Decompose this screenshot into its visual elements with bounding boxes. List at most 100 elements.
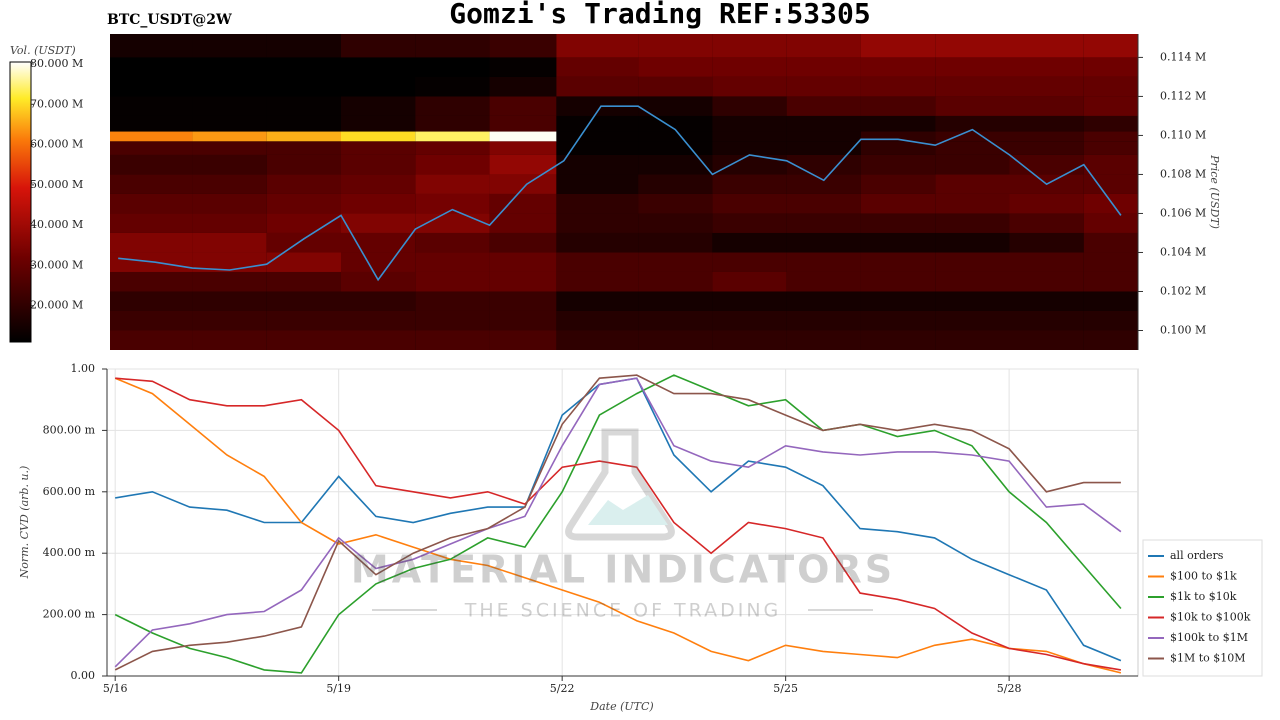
y-tick-label: 600.00 m <box>43 485 96 498</box>
y-tick-label: 0.110 M <box>1160 128 1206 141</box>
heatmap-cell <box>341 131 416 142</box>
heatmap-cell <box>192 76 267 97</box>
y-tick-label: 0.104 M <box>1160 245 1206 258</box>
heatmap-cell <box>266 310 342 331</box>
y-tick-label: 0.102 M <box>1160 284 1206 297</box>
heatmap-cell <box>786 57 861 77</box>
x-tick-label: 5/22 <box>550 682 575 695</box>
heatmap-cell <box>415 252 490 272</box>
heatmap-cell <box>638 141 713 155</box>
heatmap-cell <box>266 232 342 253</box>
heatmap-cell <box>192 154 267 175</box>
heatmap-cell <box>786 131 861 142</box>
heatmap-cell <box>110 154 193 175</box>
heatmap-cell <box>786 291 861 311</box>
legend-label: $10k to $100k <box>1170 611 1251 624</box>
heatmap-cell <box>556 154 639 175</box>
heatmap-cell <box>415 330 490 350</box>
heatmap-cell <box>638 330 713 350</box>
heatmap-cell <box>1083 310 1138 331</box>
heatmap-cell <box>935 115 1010 132</box>
heatmap-cell <box>266 131 342 142</box>
heatmap-cell <box>266 141 342 155</box>
heatmap-cell <box>415 131 490 142</box>
heatmap-cell <box>110 330 193 350</box>
heatmap-cell <box>935 154 1010 175</box>
heatmap-cell <box>556 96 639 116</box>
heatmap-cell <box>712 57 787 77</box>
heatmap-cell <box>489 115 557 132</box>
heatmap-cell <box>489 232 557 253</box>
page-title: Gomzi's Trading REF:53305 <box>449 0 870 30</box>
heatmap-cell <box>638 34 713 58</box>
heatmap-cell <box>1083 291 1138 311</box>
heatmap-cell <box>266 115 342 132</box>
heatmap-cell <box>341 76 416 97</box>
heatmap-cell <box>712 271 787 292</box>
heatmap-cell <box>415 154 490 175</box>
heatmap-cell <box>638 271 713 292</box>
heatmap-cell <box>489 34 557 58</box>
heatmap-cell <box>266 76 342 97</box>
heatmap-cell <box>638 252 713 272</box>
heatmap-cell <box>556 330 639 350</box>
series-line <box>114 374 1122 674</box>
heatmap-cell <box>860 34 936 58</box>
heatmap-cell <box>192 213 267 233</box>
heatmap-cell <box>786 330 861 350</box>
heatmap-cell <box>860 174 936 194</box>
heatmap-cell <box>266 57 342 77</box>
heatmap-cell <box>638 131 713 142</box>
heatmap-cell <box>786 96 861 116</box>
heatmap-cell <box>489 131 557 142</box>
heatmap-cell <box>786 252 861 272</box>
heatmap-cell <box>935 193 1010 214</box>
heatmap-cell <box>1009 141 1084 155</box>
heatmap-cell <box>935 310 1010 331</box>
heatmap-cell <box>786 174 861 194</box>
colorbar-tick-label: 70.000 M <box>30 97 83 110</box>
heatmap-cell <box>712 252 787 272</box>
heatmap-cell <box>489 252 557 272</box>
heatmap-cell <box>266 34 342 58</box>
heatmap-cell <box>712 174 787 194</box>
heatmap-cell <box>638 96 713 116</box>
heatmap-cell <box>860 57 936 77</box>
heatmap-cell <box>786 141 861 155</box>
heatmap-cell <box>341 330 416 350</box>
heatmap-cell <box>556 115 639 132</box>
heatmap-cell <box>415 115 490 132</box>
y-tick-label: 0.100 M <box>1160 323 1206 336</box>
heatmap-cell <box>1083 115 1138 132</box>
heatmap-cell <box>415 193 490 214</box>
heatmap-cell <box>786 115 861 132</box>
heatmap-cell <box>192 115 267 132</box>
heatmap-cell <box>860 291 936 311</box>
heatmap-cell <box>415 291 490 311</box>
heatmap-cell <box>110 271 193 292</box>
y-tick-label: 0.00 <box>71 669 96 682</box>
heatmap-cell <box>266 213 342 233</box>
heatmap-cell <box>341 213 416 233</box>
heatmap-cell <box>1083 193 1138 214</box>
series-line <box>114 377 1122 668</box>
heatmap-cell <box>489 291 557 311</box>
heatmap-cell <box>935 141 1010 155</box>
heatmap-cell <box>935 291 1010 311</box>
heatmap-cell <box>638 115 713 132</box>
heatmap-cell <box>860 232 936 253</box>
heatmap-cell <box>110 76 193 97</box>
heatmap-cell <box>1083 252 1138 272</box>
heatmap-cell <box>341 154 416 175</box>
heatmap-cell <box>110 213 193 233</box>
heatmap-cell <box>638 76 713 97</box>
heatmap-cell <box>556 271 639 292</box>
y-tick-label: 0.114 M <box>1160 50 1206 63</box>
heatmap-cell <box>489 213 557 233</box>
heatmap-cell <box>1009 115 1084 132</box>
heatmap-cell <box>935 252 1010 272</box>
heatmap-cell <box>341 174 416 194</box>
heatmap-cell <box>489 76 557 97</box>
heatmap-cell <box>556 213 639 233</box>
heatmap-cell <box>638 57 713 77</box>
